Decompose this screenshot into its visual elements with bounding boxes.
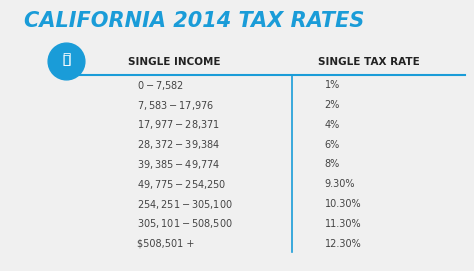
Text: ⤙: ⤙ bbox=[63, 54, 70, 67]
Text: $39,385 - $49,774: $39,385 - $49,774 bbox=[137, 158, 221, 171]
Text: 9.30%: 9.30% bbox=[325, 179, 355, 189]
Text: $305,101 - $508,500: $305,101 - $508,500 bbox=[137, 217, 233, 230]
Text: 2%: 2% bbox=[325, 100, 340, 110]
Text: 8%: 8% bbox=[325, 160, 340, 169]
Text: $254,251 - $305,100: $254,251 - $305,100 bbox=[137, 198, 233, 211]
Text: $49,775 - $254,250: $49,775 - $254,250 bbox=[137, 178, 227, 191]
Text: 12.30%: 12.30% bbox=[325, 239, 362, 249]
Text: 1%: 1% bbox=[325, 80, 340, 90]
Text: 6%: 6% bbox=[325, 140, 340, 150]
Text: 4%: 4% bbox=[325, 120, 340, 130]
Text: 10.30%: 10.30% bbox=[325, 199, 361, 209]
Text: SINGLE TAX RATE: SINGLE TAX RATE bbox=[318, 57, 419, 67]
Point bbox=[63, 59, 70, 63]
Text: 11.30%: 11.30% bbox=[325, 219, 361, 229]
Text: $28,372 - $39,384: $28,372 - $39,384 bbox=[137, 138, 221, 151]
Text: CALIFORNIA 2014 TAX RATES: CALIFORNIA 2014 TAX RATES bbox=[24, 11, 364, 31]
Text: $508,501 +: $508,501 + bbox=[137, 239, 195, 249]
Text: $7,583- $17,976: $7,583- $17,976 bbox=[137, 99, 215, 112]
Text: SINGLE INCOME: SINGLE INCOME bbox=[128, 57, 220, 67]
Text: $17,977 - $28,371: $17,977 - $28,371 bbox=[137, 118, 220, 131]
Text: :  bbox=[62, 53, 71, 67]
Text: $0 - $7,582: $0 - $7,582 bbox=[137, 79, 184, 92]
